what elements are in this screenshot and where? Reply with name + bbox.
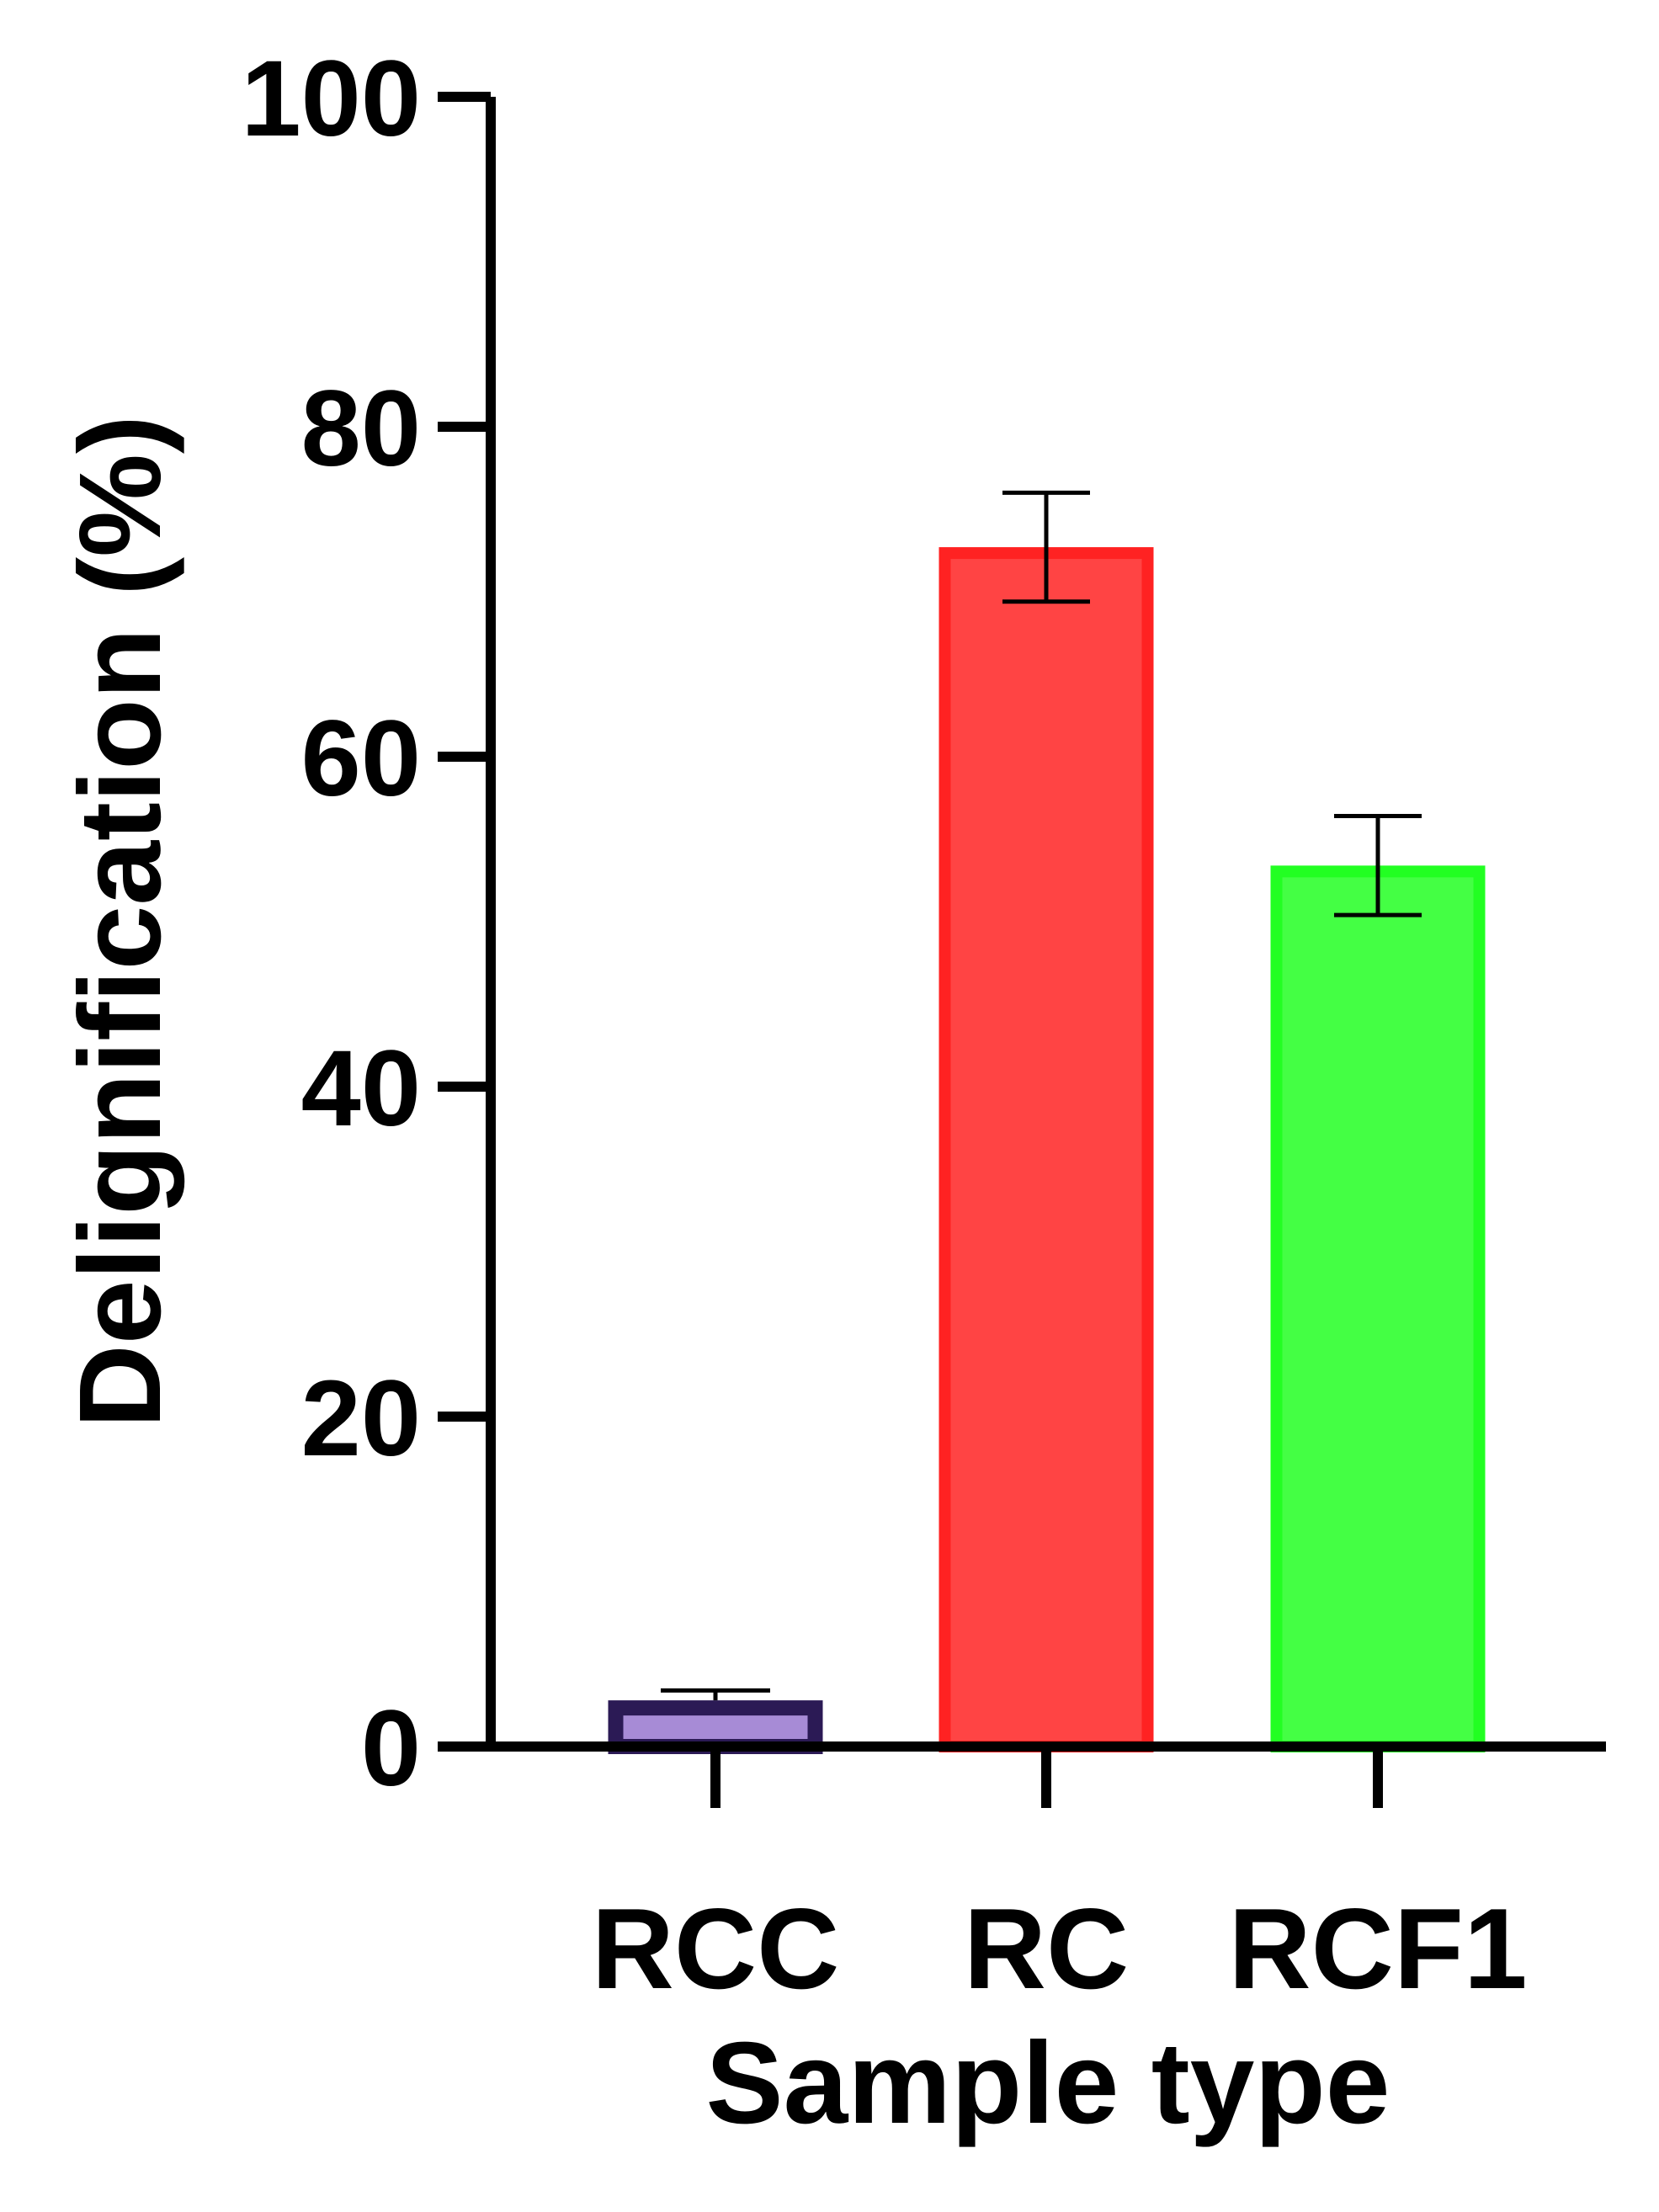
- y-tick-label-40: 40: [301, 1029, 421, 1149]
- x-tick-label-rcf1: RCF1: [1228, 1885, 1527, 2013]
- bars: [608, 547, 1486, 1754]
- error-bars: [661, 490, 1422, 1701]
- x-tick-label-rcc: RCC: [592, 1885, 840, 2013]
- y-ticks: 0 20 40 60 80 100: [241, 39, 491, 1809]
- x-axis-title: Sample type: [706, 2018, 1390, 2148]
- bar-rc: [939, 547, 1154, 1753]
- bar-rcc: [608, 1700, 823, 1754]
- y-axis-title: Delignification (%): [56, 415, 185, 1428]
- y-tick-label-60: 60: [301, 699, 421, 819]
- bar-rcf1: [1270, 865, 1486, 1752]
- y-tick-label-0: 0: [361, 1688, 421, 1809]
- y-tick-label-80: 80: [301, 369, 421, 489]
- y-tick-label-100: 100: [241, 39, 421, 159]
- y-tick-label-20: 20: [301, 1359, 421, 1479]
- x-ticks: RCC RC RCF1: [592, 1747, 1528, 2013]
- x-tick-label-rc: RC: [964, 1885, 1129, 2013]
